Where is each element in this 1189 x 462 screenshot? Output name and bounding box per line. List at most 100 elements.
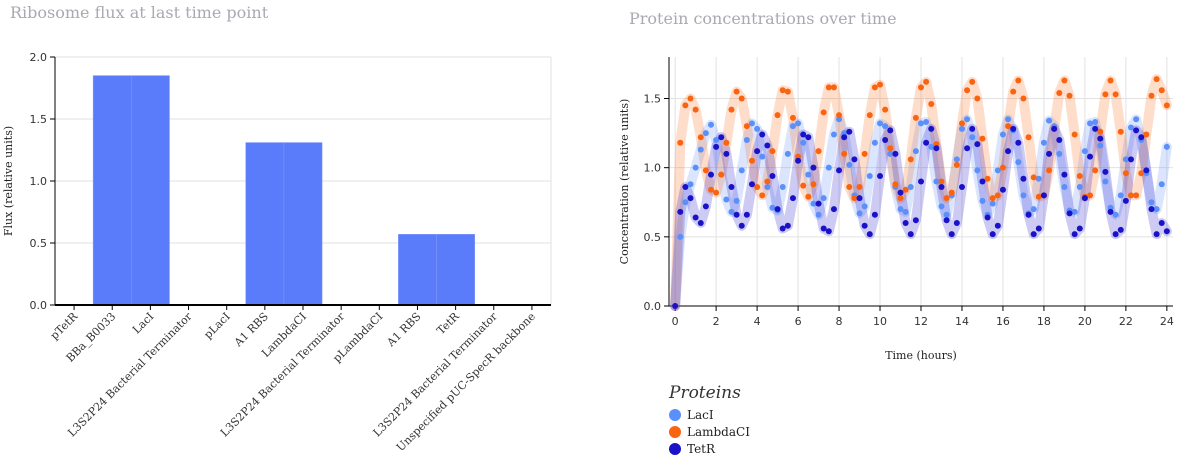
data-point-laci	[1046, 117, 1053, 124]
data-point-tetr	[871, 211, 878, 218]
data-point-tetr	[748, 181, 755, 188]
data-point-lambdaci	[994, 192, 1001, 199]
data-point-tetr	[769, 172, 776, 179]
data-point-tetr	[733, 211, 740, 218]
data-point-laci	[789, 123, 796, 130]
data-point-laci	[800, 139, 807, 146]
data-point-laci	[856, 210, 863, 217]
data-point-laci	[692, 164, 699, 171]
data-point-laci	[1163, 143, 1170, 150]
data-point-laci	[810, 200, 817, 207]
data-point-laci	[871, 139, 878, 146]
data-point-laci	[733, 197, 740, 204]
data-point-lambdaci	[964, 87, 971, 94]
data-point-lambdaci	[1102, 91, 1109, 98]
data-point-tetr	[1010, 125, 1017, 132]
data-point-lambdaci	[1005, 123, 1012, 130]
legend-item-lambdaci[interactable]: LambdaCI	[669, 423, 750, 440]
data-point-laci	[754, 125, 761, 132]
bar-chart-title: Ribosome flux at last time point	[10, 3, 269, 22]
data-point-laci	[999, 131, 1006, 138]
data-point-laci	[846, 161, 853, 168]
data-point-lambdaci	[789, 114, 796, 121]
data-point-laci	[764, 184, 771, 191]
data-point-lambdaci	[1066, 92, 1073, 99]
data-point-tetr	[943, 217, 950, 224]
data-point-laci	[1148, 199, 1155, 206]
data-point-tetr	[979, 178, 986, 185]
data-point-tetr	[846, 128, 853, 135]
data-point-tetr	[1081, 195, 1088, 202]
legend-swatch-laci	[669, 408, 681, 421]
data-point-tetr	[1035, 225, 1042, 232]
data-point-lambdaci	[805, 193, 812, 200]
data-point-lambdaci	[795, 153, 802, 160]
data-point-lambdaci	[958, 120, 965, 127]
scatter-y-axis-label: Concentration (relative units)	[618, 99, 631, 265]
data-point-laci	[697, 146, 704, 153]
legend-item-laci[interactable]: LacI	[669, 406, 750, 423]
data-point-lambdaci	[1107, 77, 1114, 84]
data-point-lambdaci	[687, 95, 694, 102]
data-point-lambdaci	[866, 112, 873, 119]
data-point-tetr	[902, 220, 909, 226]
data-point-lambdaci	[861, 150, 868, 157]
data-point-lambdaci	[887, 145, 894, 152]
data-point-tetr	[989, 231, 996, 238]
data-point-laci	[1133, 116, 1140, 123]
data-point-tetr	[1051, 125, 1058, 132]
data-point-tetr	[1046, 150, 1053, 157]
data-point-laci	[1158, 181, 1165, 188]
data-point-lambdaci	[1092, 167, 1099, 174]
data-point-tetr	[948, 231, 955, 238]
data-point-laci	[1030, 206, 1037, 213]
bar-y-axis-label: Flux (relative units)	[2, 126, 15, 236]
scatter-ytick-label: 0.5	[644, 231, 662, 244]
data-point-tetr	[999, 186, 1006, 193]
data-point-lambdaci	[918, 84, 924, 91]
data-point-tetr	[912, 217, 919, 224]
data-point-laci	[907, 184, 914, 191]
data-point-lambdaci	[1117, 128, 1124, 135]
scatter-xtick-label: 22	[1119, 315, 1133, 328]
data-point-laci	[887, 150, 894, 157]
data-point-lambdaci	[759, 192, 766, 199]
data-point-tetr	[866, 231, 873, 238]
data-point-lambdaci	[841, 150, 848, 157]
data-point-tetr	[723, 150, 730, 157]
data-point-lambdaci	[1030, 174, 1037, 181]
scatter-xtick-label: 6	[795, 315, 802, 328]
data-point-tetr	[887, 127, 894, 134]
data-point-tetr	[836, 167, 843, 174]
data-point-tetr	[1015, 139, 1022, 146]
data-point-lambdaci	[1061, 77, 1068, 84]
data-point-lambdaci	[1020, 95, 1027, 102]
bar-category-label: L3S2P24 Bacterial Terminator	[65, 309, 195, 439]
data-point-laci	[784, 150, 791, 157]
data-point-laci	[912, 148, 919, 155]
data-point-laci	[769, 204, 776, 211]
data-point-lambdaci	[999, 164, 1006, 171]
data-point-lambdaci	[677, 139, 684, 146]
data-point-lambdaci	[943, 195, 950, 202]
data-point-tetr	[1097, 135, 1104, 142]
legend-item-tetr[interactable]: TetR	[669, 440, 750, 457]
data-point-laci	[1097, 142, 1104, 149]
data-point-tetr	[969, 125, 976, 132]
data-point-lambdaci	[718, 171, 725, 178]
data-point-lambdaci	[738, 95, 745, 102]
data-point-tetr	[1128, 156, 1134, 163]
data-point-lambdaci	[836, 112, 843, 119]
data-point-lambdaci	[902, 186, 909, 193]
data-point-lambdaci	[748, 157, 755, 164]
data-point-laci	[1035, 175, 1042, 182]
data-point-laci	[713, 137, 720, 143]
data-point-tetr	[759, 131, 766, 138]
bar	[245, 142, 285, 306]
data-point-laci	[1061, 184, 1068, 191]
data-point-tetr	[892, 150, 899, 157]
data-point-laci	[682, 199, 689, 206]
data-point-laci	[974, 167, 981, 174]
